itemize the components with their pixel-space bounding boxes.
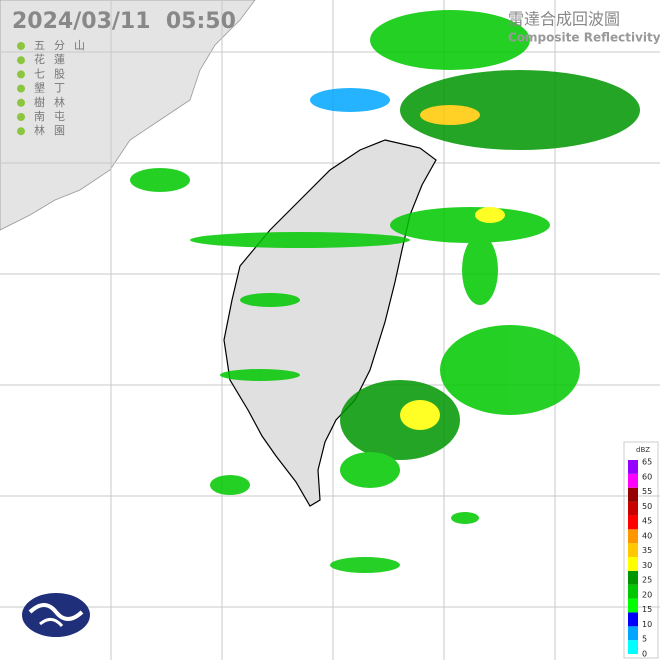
station-name: 七股: [34, 67, 74, 80]
title: 雷達合成回波圖: [508, 10, 620, 29]
echo: [130, 168, 190, 192]
colorbar-swatch: [628, 570, 638, 585]
colorbar-tick: 60: [642, 472, 652, 481]
colorbar-tick: 15: [642, 605, 652, 614]
echo: [400, 70, 640, 150]
echo: [330, 557, 400, 573]
echo: [451, 512, 479, 524]
colorbar-swatch: [628, 584, 638, 599]
echo: [420, 105, 480, 125]
colorbar: dBZ 0 5 10 15 20 25 30 35 40 45 50 55 60 65: [623, 441, 659, 659]
colorbar-swatch: [628, 598, 638, 613]
station-name: 墾丁: [34, 82, 74, 95]
echo: [340, 380, 460, 460]
echo: [240, 293, 300, 307]
colorbar-tick: 0: [642, 650, 647, 659]
colorbar-swatch: [628, 529, 638, 544]
echo: [370, 10, 530, 70]
colorbar-swatch: [628, 640, 638, 654]
colorbar-tick: 35: [642, 546, 652, 555]
echo: [462, 235, 498, 305]
station-dot: [17, 84, 25, 93]
colorbar-swatch: [628, 473, 638, 488]
station-name: 林園: [34, 123, 74, 137]
echo: [220, 369, 300, 381]
colorbar-swatch: [628, 543, 638, 557]
echo: [210, 475, 250, 495]
colorbar-swatch: [628, 515, 638, 530]
echoes: [130, 10, 640, 573]
station-dot: [17, 127, 25, 136]
colorbar-swatch: [628, 487, 638, 502]
colorbar-box: [623, 441, 659, 659]
echo: [440, 325, 580, 415]
colorbar-tick: 45: [642, 517, 652, 526]
colorbar-swatch: [628, 501, 638, 516]
logo-wave: [28, 603, 84, 621]
colorbar-swatch: [628, 626, 638, 641]
echo: [190, 232, 410, 248]
colorbar-tick: 40: [642, 531, 652, 540]
colorbar-swatch: [628, 460, 638, 474]
station-dot: [17, 98, 25, 107]
station-name: 樹林: [34, 95, 74, 109]
colorbar-tick: 65: [642, 458, 652, 467]
colorbar-tick: 50: [642, 502, 652, 511]
station-name: 五分山: [34, 39, 94, 52]
colorbar-swatch: [628, 557, 638, 571]
logo: [22, 593, 90, 637]
datetime: 2024/03/11 05:50: [12, 9, 236, 34]
colorbar-tick: 25: [642, 576, 652, 585]
station-dot: [17, 70, 25, 79]
logo-wave: [39, 618, 64, 628]
station-name: 南屯: [34, 110, 74, 123]
colorbar-tick: 20: [642, 590, 652, 599]
echo: [475, 207, 505, 223]
colorbar-tick: 10: [642, 620, 652, 629]
subtitle: Composite Reflectivity: [508, 31, 660, 45]
colorbar-tick: 55: [642, 487, 652, 496]
echo: [310, 88, 390, 112]
colorbar-unit: dBZ: [636, 446, 650, 454]
echo: [390, 207, 550, 243]
station-dot: [17, 42, 25, 50]
station-dot: [17, 113, 25, 121]
echo: [340, 452, 400, 488]
station-dot: [17, 56, 25, 65]
echo: [400, 400, 440, 430]
colorbar-swatch: [628, 612, 638, 627]
colorbar-tick: 30: [642, 561, 652, 570]
colorbar-tick: 5: [642, 635, 647, 644]
station-name: 花蓮: [34, 52, 74, 66]
mainland-coast: [0, 0, 256, 231]
